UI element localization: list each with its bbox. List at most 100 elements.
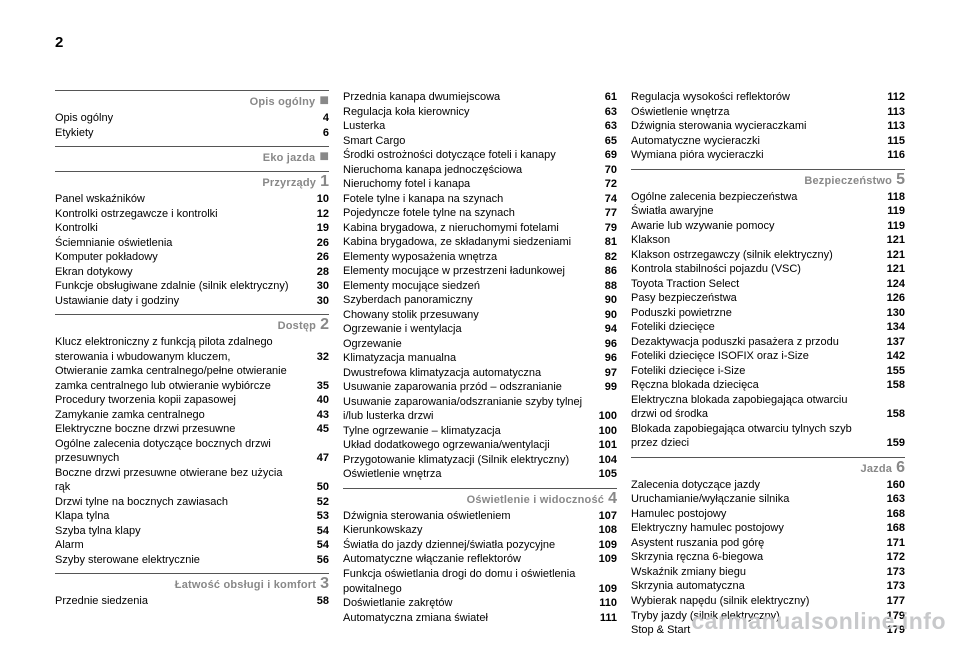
toc-entry-label: Poduszki powietrzne <box>631 306 873 321</box>
toc-entry: Dwustrefowa klimatyzacja automatyczna97 <box>343 366 617 381</box>
toc-entry: Szyba tylna klapy54 <box>55 524 329 539</box>
toc-entry-label: Przednie siedzenia <box>55 594 297 609</box>
toc-entry: Doświetlanie zakrętów110 <box>343 596 617 611</box>
toc-entry-label: Doświetlanie zakrętów <box>343 596 585 611</box>
toc-entry-page: 6 <box>305 126 329 141</box>
toc-entry: Smart Cargo65 <box>343 134 617 149</box>
toc-entry: Panel wskaźników10 <box>55 192 329 207</box>
toc-entry-page: 28 <box>305 265 329 280</box>
section-title: Łatwość obsługi i komfort <box>175 579 316 591</box>
toc-entry-label: Klimatyzacja manualna <box>343 351 585 366</box>
toc-entry: Skrzynia ręczna 6-biegowa172 <box>631 550 905 565</box>
toc-entry-page: 118 <box>881 190 905 205</box>
toc-entry: Chowany stolik przesuwany90 <box>343 308 617 323</box>
toc-entry-page: 74 <box>593 192 617 207</box>
toc-entry-page: 111 <box>593 611 617 626</box>
toc-entry-label: Oświetlenie wnętrza <box>631 105 873 120</box>
toc-entry-label: Usuwanie zaparowania przód – odszraniani… <box>343 380 585 395</box>
toc-entry-label: Toyota Traction Select <box>631 277 873 292</box>
toc-entry-page: 168 <box>881 521 905 536</box>
toc-entry: Funkcja oświetlania drogi do domu i oświ… <box>343 567 617 596</box>
toc-entry: Regulacja wysokości reflektorów112 <box>631 90 905 105</box>
manual-page: 2 Opis ogólny■Opis ogólny4Etykiety6Eko j… <box>0 0 960 649</box>
toc-entry-label: Skrzynia ręczna 6-biegowa <box>631 550 873 565</box>
toc-entry: Uruchamianie/wyłączanie silnika163 <box>631 492 905 507</box>
toc-entry-page: 43 <box>305 408 329 423</box>
toc-entry: Kierunkowskazy108 <box>343 523 617 538</box>
toc-entry-page: 69 <box>593 148 617 163</box>
toc-entry: Światła awaryjne 119 <box>631 204 905 219</box>
toc-entry: Funkcje obsługiwane zdalnie (silnik elek… <box>55 279 329 294</box>
toc-entry-label: Kontrolki <box>55 221 297 236</box>
toc-entry-label: Ekran dotykowy <box>55 265 297 280</box>
toc-entry-page: 65 <box>593 134 617 149</box>
toc-entry-page: 90 <box>593 308 617 323</box>
section-mark: 6 <box>896 460 905 476</box>
toc-entry-page: 63 <box>593 119 617 134</box>
toc-entry: Ogrzewanie96 <box>343 337 617 352</box>
toc-entry: Awarie lub wzywanie pomocy119 <box>631 219 905 234</box>
section-title: Oświetlenie i widoczność <box>467 494 604 506</box>
toc-entry-label: Klakson ostrzegawczy (silnik elektryczny… <box>631 248 873 263</box>
toc-entry-page: 121 <box>881 248 905 263</box>
toc-entry-page: 119 <box>881 204 905 219</box>
toc-entry-page: 109 <box>593 582 617 597</box>
toc-entry-label: Elementy mocujące w przestrzeni ładunkow… <box>343 264 585 279</box>
section-heading: Łatwość obsługi i komfort3 <box>55 573 329 592</box>
toc-entry-page: 81 <box>593 235 617 250</box>
toc-entry-page: 4 <box>305 111 329 126</box>
toc-entry-label: Ogólne zalecenia dotyczące bocznych drzw… <box>55 437 297 466</box>
toc-entry-label: Automatyczna zmiana świateł <box>343 611 585 626</box>
toc-entry-label: Klakson <box>631 233 873 248</box>
toc-entry-label: Układ dodatkowego ogrzewania/wentylacji <box>343 438 585 453</box>
toc-entry-page: 54 <box>305 524 329 539</box>
toc-entry-label: Regulacja koła kierownicy <box>343 105 585 120</box>
toc-entry-page: 19 <box>305 221 329 236</box>
toc-entry-page: 108 <box>593 523 617 538</box>
toc-entry: Klapa tylna53 <box>55 509 329 524</box>
toc-entry-label: Ściemnianie oświetlenia <box>55 236 297 251</box>
toc-entry: Wymiana pióra wycieraczki116 <box>631 148 905 163</box>
toc-entry-page: 173 <box>881 565 905 580</box>
toc-entry-label: Wymiana pióra wycieraczki <box>631 148 873 163</box>
toc-entry-page: 70 <box>593 163 617 178</box>
section-title: Bezpieczeństwo <box>804 175 892 187</box>
section-mark: 5 <box>896 172 905 188</box>
toc-entry: Elektryczna blokada zapobiegająca otwarc… <box>631 393 905 422</box>
toc-entry: Kontrolki ostrzegawcze i kontrolki12 <box>55 207 329 222</box>
toc-entry: Zamykanie zamka centralnego43 <box>55 408 329 423</box>
toc-entry-page: 10 <box>305 192 329 207</box>
toc-entry-page: 32 <box>305 350 329 365</box>
toc-entry-page: 158 <box>881 378 905 393</box>
toc-entry-label: Dźwignia sterowania wycieraczkami <box>631 119 873 134</box>
section-heading: Przyrządy1 <box>55 171 329 190</box>
toc-entry: Zalecenia dotyczące jazdy160 <box>631 478 905 493</box>
toc-entry-page: 58 <box>305 594 329 609</box>
toc-entry-label: Automatyczne wycieraczki <box>631 134 873 149</box>
toc-entry: Kabina brygadowa, ze składanymi siedzeni… <box>343 235 617 250</box>
watermark-text: carmanualsonline.info <box>691 608 946 635</box>
toc-entry: Wybierak napędu (silnik elektryczny)177 <box>631 594 905 609</box>
toc-entry-label: Światła awaryjne <box>631 204 873 219</box>
section-title: Eko jazda <box>263 152 316 164</box>
toc-entry-page: 121 <box>881 262 905 277</box>
toc-entry-label: Hamulec postojowy <box>631 507 873 522</box>
toc-entry-page: 47 <box>305 451 329 466</box>
toc-entry-page: 115 <box>881 134 905 149</box>
toc-entry: Regulacja koła kierownicy63 <box>343 105 617 120</box>
toc-entry-page: 104 <box>593 453 617 468</box>
section-title: Dostęp <box>278 320 316 332</box>
toc-entry: Szyby sterowane elektrycznie56 <box>55 553 329 568</box>
toc-entry: Szyberdach panoramiczny90 <box>343 293 617 308</box>
toc-entry: Blokada zapobiegająca otwarciu tylnych s… <box>631 422 905 451</box>
toc-entry-label: Kontrola stabilności pojazdu (VSC) <box>631 262 873 277</box>
toc-entry-page: 96 <box>593 351 617 366</box>
toc-entry-page: 113 <box>881 105 905 120</box>
toc-entry: Komputer pokładowy26 <box>55 250 329 265</box>
section-heading: Oświetlenie i widoczność4 <box>343 488 617 507</box>
toc-entry: Klakson ostrzegawczy (silnik elektryczny… <box>631 248 905 263</box>
toc-entry-label: Klapa tylna <box>55 509 297 524</box>
toc-entry: Elementy wyposażenia wnętrza82 <box>343 250 617 265</box>
toc-entry-page: 40 <box>305 393 329 408</box>
toc-entry: Kontrolki 19 <box>55 221 329 236</box>
